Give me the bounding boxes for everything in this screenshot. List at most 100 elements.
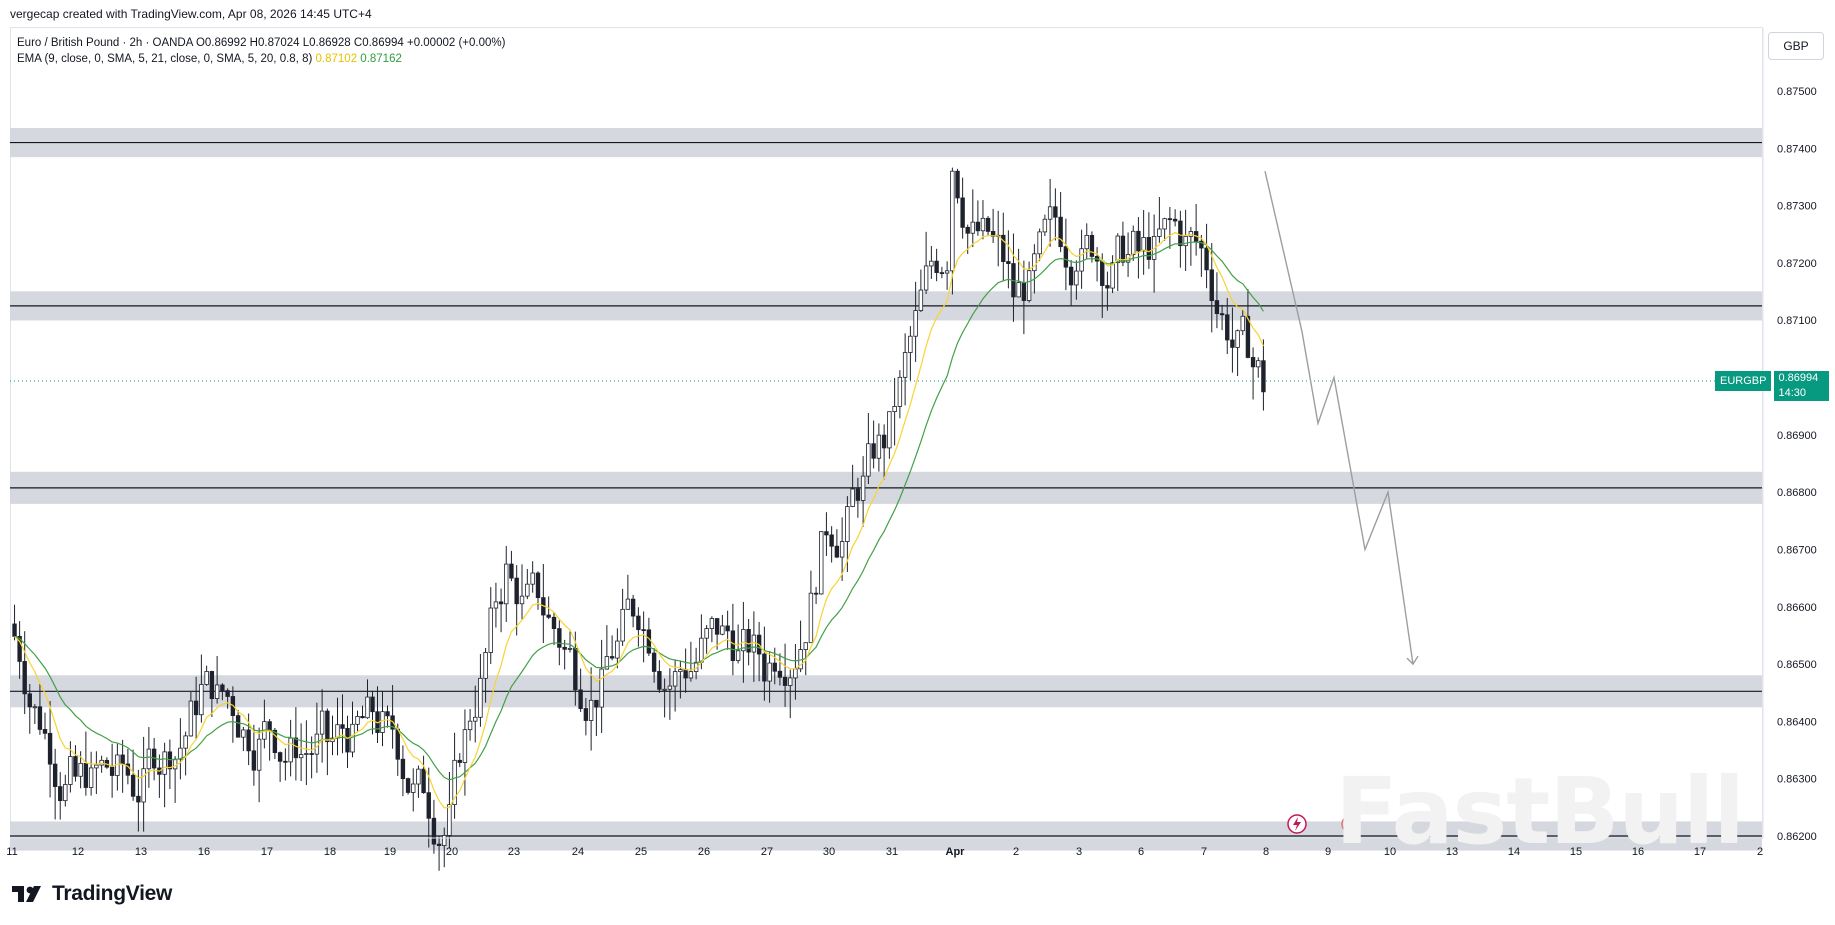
candle-body <box>395 728 400 760</box>
x-tick-label: 2 <box>1757 846 1763 858</box>
candle-body <box>530 572 535 585</box>
candle-body <box>1016 282 1021 298</box>
candle-body <box>1089 234 1095 257</box>
candle-body <box>1230 339 1235 348</box>
x-tick-label: 7 <box>1201 846 1207 858</box>
candle-body <box>704 628 709 639</box>
x-tick-label: 17 <box>261 846 273 858</box>
candle-body <box>788 677 793 686</box>
candle-body <box>819 531 824 595</box>
candle-body <box>1199 240 1204 249</box>
candle-body <box>902 352 908 378</box>
flag-icon[interactable] <box>1341 815 1359 833</box>
candle-body <box>457 759 462 763</box>
candle-body <box>970 221 975 234</box>
candle-body <box>1261 360 1266 393</box>
y-tick-label: 0.86800 <box>1777 487 1817 499</box>
y-tick-label: 0.86600 <box>1777 602 1817 614</box>
candle-body <box>741 629 746 652</box>
candle-body <box>209 671 215 699</box>
x-tick-label: 20 <box>446 846 458 858</box>
candle-body <box>52 763 58 787</box>
x-tick-label: 13 <box>135 846 147 858</box>
x-tick-label: 30 <box>823 846 835 858</box>
candle-body <box>725 625 730 632</box>
candle-body <box>573 647 578 691</box>
candle-body <box>385 711 390 717</box>
candle-body <box>267 721 272 731</box>
candle-body <box>730 630 736 661</box>
candle-body <box>1240 315 1245 332</box>
candle-body <box>125 763 131 776</box>
candle-body <box>27 693 32 708</box>
x-tick-label: 27 <box>761 846 773 858</box>
candle-body <box>845 506 850 542</box>
projection-arrowhead <box>1406 655 1419 666</box>
y-tick-label: 0.86500 <box>1777 659 1817 671</box>
candle-body <box>641 629 646 632</box>
candle-body <box>1256 360 1261 368</box>
candle-body <box>551 616 557 629</box>
ema-slow-value: 0.87162 <box>360 53 402 65</box>
candle-body <box>1178 220 1183 247</box>
candle-body <box>772 662 777 672</box>
candle-body <box>714 618 720 635</box>
candle-body <box>498 601 504 605</box>
candle-body <box>298 754 304 759</box>
candle-body <box>314 733 320 755</box>
candle-body <box>12 623 17 637</box>
candle-body <box>1136 230 1141 252</box>
candle-body <box>834 545 840 558</box>
x-tick-label: 6 <box>1138 846 1144 858</box>
candle-body <box>478 677 483 718</box>
candle-body <box>813 592 819 595</box>
candle-body <box>824 531 829 536</box>
candle-body <box>751 634 757 653</box>
x-tick-label: 19 <box>384 846 396 858</box>
candle-body <box>462 729 468 763</box>
candle-body <box>340 724 345 729</box>
last-price-tag: EURGBP 0.86994 14:30 <box>1715 371 1830 401</box>
lightning-glyph <box>1293 817 1301 831</box>
candle-body <box>514 577 519 605</box>
candle-body <box>58 786 63 802</box>
candle-body <box>251 750 257 771</box>
candle-body <box>1162 218 1167 230</box>
candle-body <box>504 563 509 605</box>
candle-body <box>63 784 68 802</box>
candle-body <box>272 729 278 753</box>
candle-body <box>109 766 115 776</box>
projection-path[interactable] <box>1264 171 1414 665</box>
candle-body <box>452 759 457 805</box>
ema-fast-value: 0.87102 <box>315 53 358 65</box>
candle-body <box>304 753 309 755</box>
tradingview-logo[interactable]: TradingView <box>12 882 172 906</box>
candle-body <box>777 670 783 678</box>
candle-body <box>678 669 683 673</box>
candle-body <box>355 716 360 725</box>
chart-legend: Euro / British Pound · 2h · OANDA O0.869… <box>17 35 505 67</box>
candle-body <box>567 647 573 650</box>
candle-body <box>975 221 981 232</box>
currency-button[interactable]: GBP <box>1768 32 1824 60</box>
candle-body <box>225 690 230 697</box>
x-tick-label: 23 <box>508 846 520 858</box>
candle-body <box>220 684 225 691</box>
x-tick-label: 8 <box>1263 846 1269 858</box>
y-tick-label: 0.87200 <box>1777 258 1817 270</box>
candle-body <box>897 376 903 407</box>
candle-body <box>235 715 241 738</box>
candle-body <box>1172 218 1178 222</box>
candle-body <box>68 756 73 785</box>
candle-body <box>683 669 688 679</box>
candle-body <box>913 310 918 337</box>
candle-body <box>557 628 562 648</box>
candle-body <box>442 835 447 846</box>
watermark-logo: FastBull <box>1335 758 1745 865</box>
candle-body <box>651 652 657 672</box>
candle-body <box>944 270 950 274</box>
candle-body <box>1120 235 1126 263</box>
candle-body <box>172 758 178 770</box>
candle-body <box>762 653 767 682</box>
